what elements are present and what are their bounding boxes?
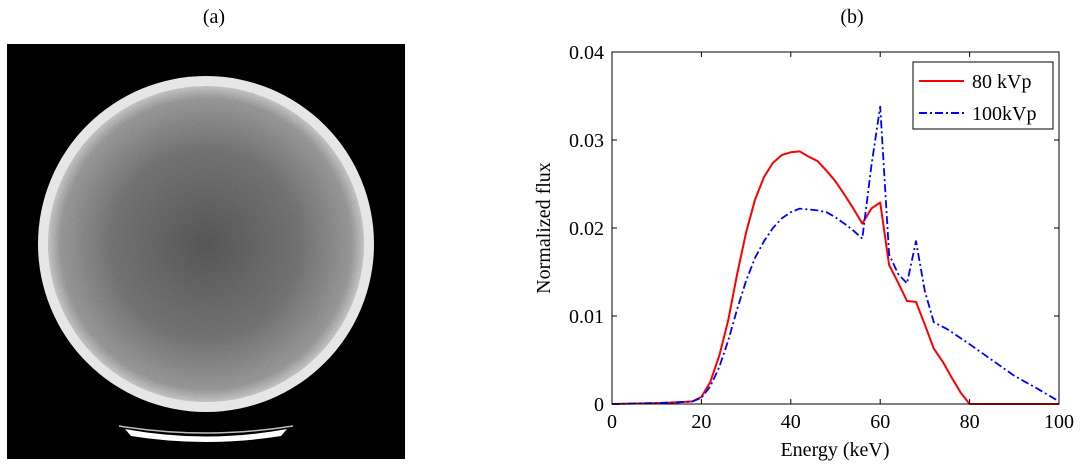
y-tick-label: 0.02 — [569, 218, 604, 240]
legend-label-80kvp: 80 kVp — [972, 71, 1031, 93]
legend-box — [912, 61, 1054, 130]
legend-label-100kvp: 100kVp — [972, 103, 1036, 125]
series-line-100kvp — [611, 105, 1060, 405]
x-tick-label: 80 — [960, 411, 980, 433]
scanner-table-edge — [118, 425, 294, 434]
tick-layer: 0 20 40 60 80 100 0 0.01 0.02 0.03 0.04 — [569, 42, 1074, 433]
y-tick-label: 0.01 — [569, 306, 604, 328]
x-tick-label: 20 — [691, 411, 711, 433]
x-axis-label: Energy (keV) — [780, 439, 889, 461]
series-line-80kvp — [611, 150, 1059, 405]
x-tick-label: 60 — [870, 411, 890, 433]
spectrum-chart: 0 20 40 60 80 100 0 0.01 0.02 0.03 0.04 Energy (ke… — [520, 40, 1081, 465]
panel-a-label: (a) — [202, 6, 226, 28]
x-tick-label: 40 — [781, 411, 801, 433]
y-axis-label: Normalized flux — [533, 162, 555, 294]
series-layer — [611, 105, 1060, 405]
legend: 80 kVp 100kVp — [912, 61, 1054, 130]
panel-b-label: (b) — [840, 6, 864, 28]
y-tick-label: 0 — [594, 394, 604, 416]
y-tick-label: 0.04 — [569, 42, 604, 64]
ct-scan-svg — [7, 44, 405, 459]
ct-image — [7, 44, 405, 459]
phantom-body — [48, 86, 364, 402]
scanner-table — [125, 429, 287, 442]
spectrum-chart-svg: 0 20 40 60 80 100 0 0.01 0.02 0.03 0.04 Energy (ke… — [533, 42, 1074, 461]
x-tick-label: 0 — [607, 411, 617, 433]
x-tick-label: 100 — [1044, 411, 1074, 433]
y-tick-label: 0.03 — [569, 130, 604, 152]
